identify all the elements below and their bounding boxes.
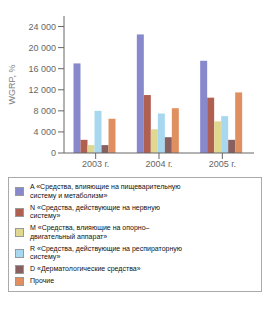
svg-text:4 000: 4 000 (33, 127, 56, 137)
html-text:M «Средства, влияющие на опорн: M «Средства, влияющие на опорно– двигате… (30, 224, 150, 240)
svg-text:16 000: 16 000 (28, 64, 56, 74)
svg-text:0: 0 (51, 148, 56, 158)
svg-text:20 000: 20 000 (28, 43, 56, 53)
svg-text:2003 г.: 2003 г. (82, 159, 109, 169)
svg-text:8 000: 8 000 (33, 106, 56, 116)
svg-text:WGRP, %: WGRP, % (8, 65, 17, 105)
svg-text:12 000: 12 000 (28, 85, 56, 95)
html-text:D «Дерматологические средства»: D «Дерматологические средства» (30, 265, 141, 273)
html-text:A «Средства, влияющие на пищев: A «Средства, влияющие на пищеварительную… (30, 183, 181, 199)
html-text:N «Средства, действующие на не: N «Средства, действующие на нервную сист… (30, 203, 160, 220)
svg-text:24 000: 24 000 (28, 22, 56, 32)
svg-text:2004 г.: 2004 г. (145, 159, 172, 169)
html-text:Прочие: Прочие (30, 277, 55, 285)
html-text:R «Средства, действующие на ре: R «Средства, действующие на респираторну… (30, 244, 183, 261)
svg-text:2005 г.: 2005 г. (209, 159, 236, 169)
